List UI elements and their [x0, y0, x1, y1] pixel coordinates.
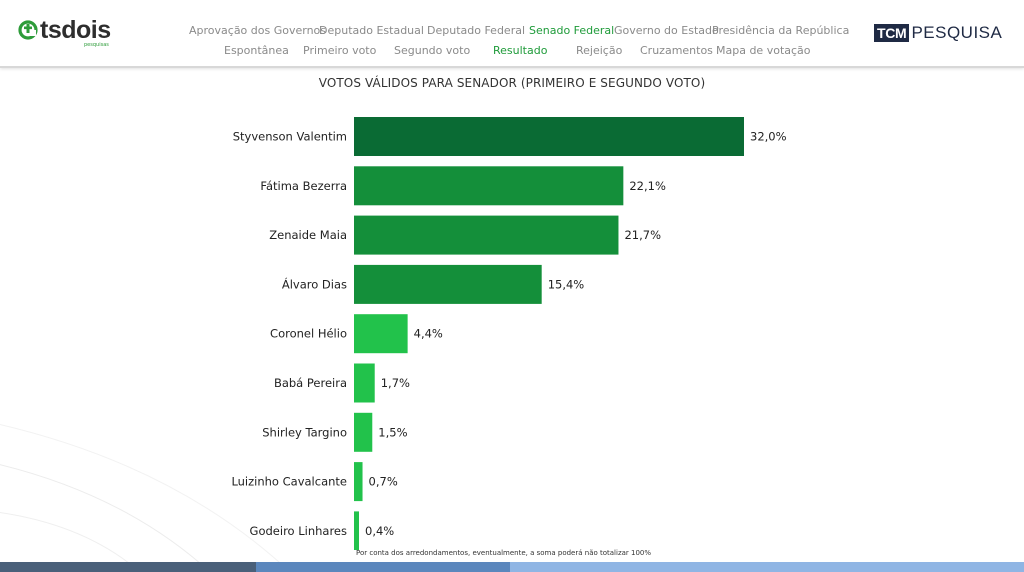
category-label-godeiro-linhares: Godeiro Linhares [250, 524, 347, 538]
tcm-pesquisa-logo[interactable]: TCM PESQUISA [874, 24, 1002, 42]
category-label-coronel-helio: Coronel Hélio [270, 327, 347, 341]
value-label-godeiro-linhares: 0,4% [365, 524, 394, 538]
band-segment-3 [510, 562, 1024, 572]
value-label-luizinho-cavalcante: 0,7% [369, 475, 398, 489]
nav-tab-deputado-federal[interactable]: Deputado Federal [427, 24, 526, 37]
category-label-alvaro-dias: Álvaro Dias [282, 276, 347, 291]
nav-subtab-espontanea[interactable]: Espontânea [224, 44, 289, 57]
value-label-alvaro-dias: 15,4% [548, 277, 585, 291]
category-label-fatima-bezerra: Fátima Bezerra [260, 179, 347, 193]
brand-text: PESQUISA [911, 23, 1003, 42]
value-label-zenaide-maia: 21,7% [624, 228, 661, 242]
nav-subtab-rejeicao[interactable]: Rejeição [576, 44, 623, 57]
logo-text: tsdois [40, 16, 111, 44]
brand-box: TCM [874, 24, 910, 42]
chart-title: VOTOS VÁLIDOS PARA SENADOR (PRIMEIRO E S… [318, 76, 706, 90]
category-label-styvenson-valentim: Styvenson Valentim [233, 130, 347, 144]
tsdois-logo-icon [18, 20, 38, 40]
decorative-curves [0, 423, 291, 572]
nav-tab-aprovacao-dos-governos[interactable]: Aprovação dos Governos [189, 24, 327, 37]
value-label-coronel-helio: 4,4% [414, 327, 443, 341]
bar-shirley-targino [354, 412, 373, 452]
category-label-baba-pereira: Babá Pereira [274, 376, 347, 390]
band-segment-2 [256, 562, 510, 572]
nav-subtab-primeiro-voto[interactable]: Primeiro voto [303, 44, 377, 57]
bar-styvenson-valentim [354, 117, 744, 156]
nav-subtab-segundo-voto[interactable]: Segundo voto [394, 44, 471, 57]
nav-tab-presidencia-da-republica[interactable]: Presidência da República [712, 24, 850, 37]
nav-primary: Aprovação dos Governos Deputado Estadual D… [0, 23, 1024, 39]
bar-baba-pereira [354, 363, 375, 403]
value-label-baba-pereira: 1,7% [381, 376, 410, 390]
value-label-shirley-targino: 1,5% [378, 425, 407, 439]
band-segment-1 [0, 562, 256, 572]
bottom-band [0, 562, 1024, 572]
category-label-shirley-targino: Shirley Targino [262, 425, 347, 439]
tsdois-logo[interactable]: tsdois pesquisas [18, 16, 111, 48]
bar-luizinho-cavalcante [354, 462, 363, 502]
nav-tab-deputado-estadual[interactable]: Deputado Estadual [319, 24, 424, 37]
nav-subtab-mapa-de-votacao[interactable]: Mapa de votação [716, 44, 811, 57]
nav-subtab-cruzamentos[interactable]: Cruzamentos [640, 44, 713, 57]
value-label-styvenson-valentim: 32,0% [750, 130, 787, 144]
value-label-fatima-bezerra: 22,1% [629, 179, 666, 193]
nav-tab-governo-do-estado[interactable]: Governo do Estado [614, 24, 719, 37]
nav-secondary: Espontânea Primeiro voto Segundo voto Resul… [0, 43, 1024, 59]
bar-coronel-helio [354, 314, 408, 354]
bar-alvaro-dias [354, 264, 542, 304]
bar-zenaide-maia [354, 215, 619, 255]
bar-fatima-bezerra [354, 166, 624, 206]
footnote: Por conta dos arredondamentos, eventualm… [356, 549, 652, 557]
top-header: tsdois pesquisas Aprovação dos Governos D… [0, 0, 1024, 68]
logo-subtitle: pesquisas [84, 42, 109, 48]
nav-subtab-resultado[interactable]: Resultado [493, 44, 548, 57]
nav-tab-senado-federal[interactable]: Senado Federal [529, 24, 615, 37]
bar-chart: Styvenson Valentim 32,0% Fátima Bezerra 22,… [231, 117, 787, 550]
category-label-luizinho-cavalcante: Luizinho Cavalcante [231, 475, 347, 489]
bar-godeiro-linhares [354, 511, 359, 550]
category-label-zenaide-maia: Zenaide Maia [269, 228, 347, 242]
